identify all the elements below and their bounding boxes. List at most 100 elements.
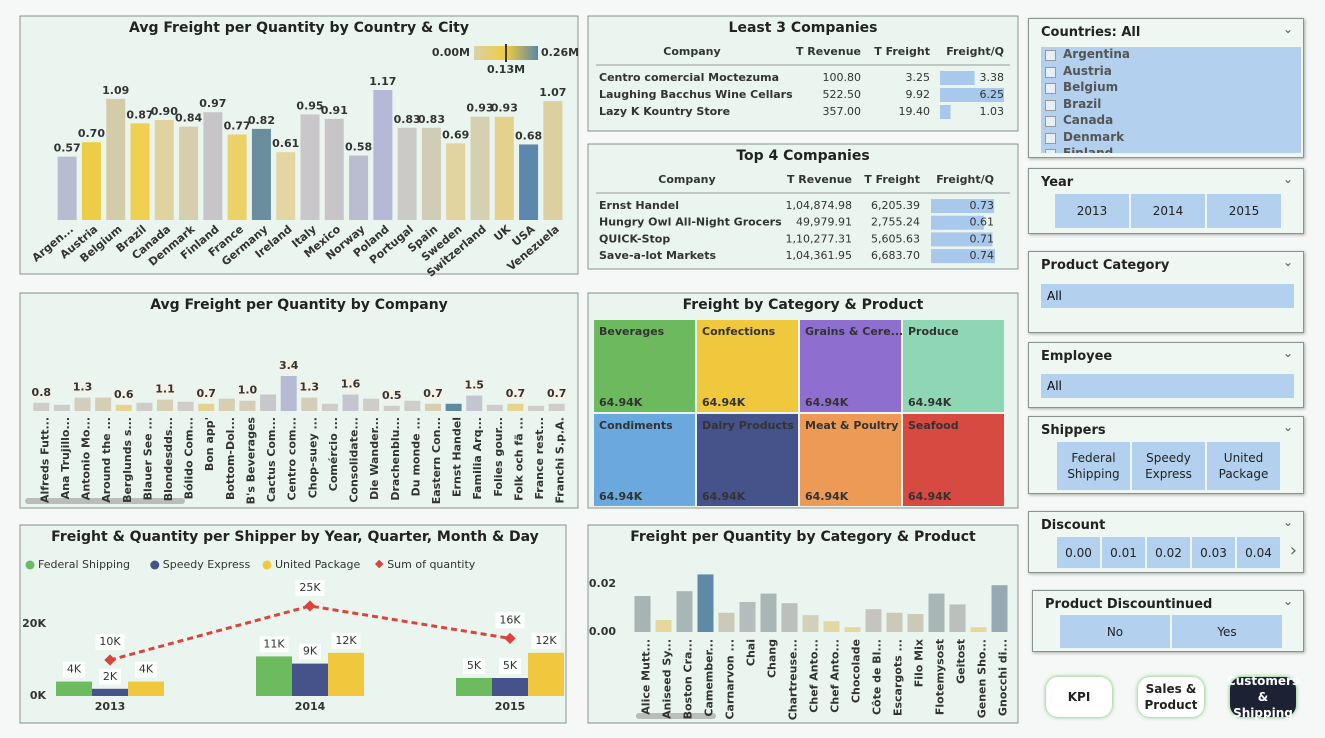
x-tick-label: Blondesdds... [162,417,175,501]
bar [865,609,882,632]
data-label: 0.83 [394,113,421,126]
bar [227,134,247,220]
slicer-button[interactable]: 0.02 [1147,537,1192,568]
slicer-button[interactable]: 2015 [1207,194,1283,228]
bar [179,126,199,220]
table-cell: 100.80 [823,71,862,84]
data-label: 4K [67,663,82,676]
x-tick-label: Eastern Con... [430,417,443,504]
dropdown[interactable]: All [1041,374,1294,398]
bar [328,652,364,696]
table-cell: 0.61 [970,216,995,229]
x-tick-label: Drachenblu... [389,417,402,501]
data-label: 0.5 [382,389,402,402]
slicer-button[interactable]: Speedy Express [1132,442,1207,490]
bar [177,401,194,411]
table-cell: Save-a-lot Markets [599,249,716,262]
cell-label: Dairy Products [702,419,794,432]
list-item[interactable]: Brazil [1041,97,1291,113]
x-tick-label: Camember... [703,639,716,717]
slicer-button[interactable]: 0.04 [1237,537,1282,568]
slicer-title: Product Discountinued [1045,597,1213,612]
table-cell: Centro comercial Moctezuma [599,71,779,84]
nav-button[interactable]: KPI [1046,677,1112,717]
bar [136,402,153,411]
cell-value: 64.94K [599,396,643,409]
bar [276,152,296,220]
data-bar [931,215,984,230]
label-bg [495,612,525,629]
label-bg [295,580,325,596]
bar [676,591,693,632]
data-label: 1.1 [155,383,175,396]
bar [300,114,320,220]
nav-button[interactable]: Sales & Product [1138,677,1204,717]
slicer-button[interactable]: 0.03 [1192,537,1237,568]
data-label: 1.3 [73,381,93,394]
x-tick-label: Escargots ... [892,639,905,716]
legend-label: Speedy Express [163,558,251,571]
label-bg [63,661,85,678]
slicer-button[interactable]: No [1060,615,1172,648]
bar [218,398,235,411]
data-label: 0.82 [248,114,275,127]
slicer-button[interactable]: 2013 [1055,194,1131,228]
bar [130,123,150,220]
table-cell: 1,10,277.31 [786,232,852,245]
slicer-button[interactable]: 2014 [1131,194,1207,228]
data-label: 16K [499,613,521,626]
table-cell: 3.25 [906,71,931,84]
x-tick-label: Geitost [955,639,968,684]
table-cell: 9.92 [906,88,931,101]
list-item[interactable]: Finland [1041,146,1291,153]
list-item[interactable]: Denmark [1041,130,1291,146]
list-item[interactable]: Canada [1041,113,1291,129]
table-title: Top 4 Companies [736,148,869,164]
chevron: ⌄ [1282,515,1293,529]
slicer-button[interactable]: 0.01 [1102,537,1147,568]
cell-label: Confections [702,325,776,338]
slicer: Year ⌄ 2013 2014 2015 [1028,168,1304,234]
table-cell: 1,04,361.95 [786,249,852,262]
scrollbar [25,498,185,504]
x-tick-label: Cactus Com... [265,417,278,502]
column-header: Company [663,45,720,58]
legend-marker [25,560,35,570]
table-cell: 0.71 [970,232,995,245]
data-label: 0.90 [151,105,178,118]
y-tick-label: 20K [22,617,46,630]
nav-button[interactable]: Customers & Shipping [1226,674,1300,720]
list-item[interactable]: Argentina [1041,47,1291,63]
list-item[interactable]: Austria [1041,64,1291,80]
bar [907,614,924,632]
bar [718,612,735,632]
chart-title: Avg Freight per Quantity by Country & Ci… [129,20,469,36]
data-label: 0.97 [199,97,226,110]
bar [324,118,344,220]
data-label: 4K [139,663,154,676]
label-bg [72,381,93,394]
bar [470,116,490,220]
label-bg [196,387,217,400]
cell-value: 64.94K [908,490,952,503]
x-tick-label: Folk och fä ... [512,417,525,501]
x-tick-label: Franchi S.p.A. [554,417,567,504]
bar [56,681,92,696]
x-tick-label: Côte de Bl... [871,639,884,715]
dropdown[interactable]: All [1041,284,1294,308]
x-tick-label: Chop-suey ... [306,417,319,498]
slicer-button[interactable]: Federal Shipping [1057,442,1132,490]
slicer-title: Shippers [1041,423,1106,438]
label-bg [464,379,485,392]
slicer-button[interactable]: 0.00 [1057,537,1102,568]
bar [81,142,101,220]
slicer-button[interactable]: Yes [1172,615,1284,648]
table-cell: Laughing Bacchus Wine Cellars [599,88,793,101]
slicer-button[interactable]: United Package [1207,442,1282,490]
list-item[interactable]: Belgium [1041,80,1291,96]
bar [548,403,565,411]
y-tick-label: 0.00 [589,625,616,638]
data-bar [940,71,975,85]
chart-title: Freight & Quantity per Shipper by Year, … [51,529,539,545]
next-arrow[interactable]: › [1289,540,1297,561]
